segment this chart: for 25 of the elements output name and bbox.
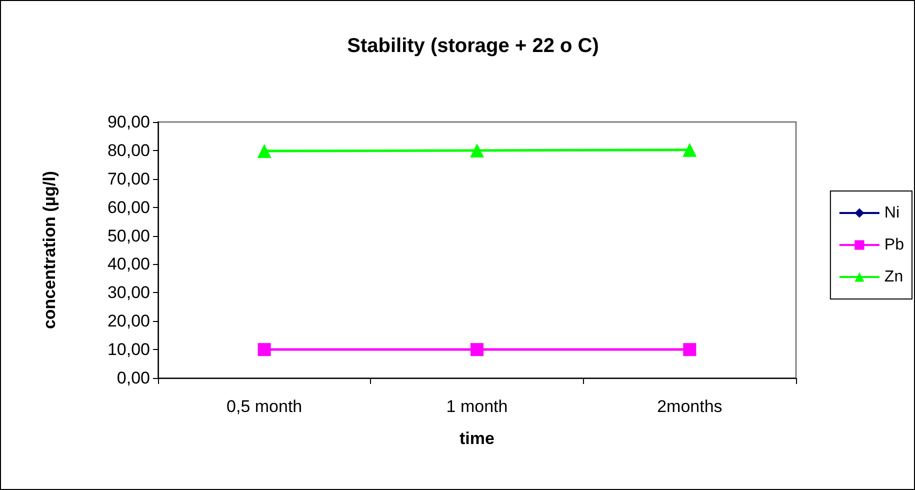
point: [682, 142, 697, 157]
point: [257, 144, 272, 158]
y-tick-label: 40,00: [107, 254, 150, 274]
point: [258, 343, 271, 356]
x-axis-title: time: [460, 429, 494, 448]
y-tick-label: 20,00: [107, 312, 150, 331]
legend-label: Ni: [884, 204, 900, 222]
y-axis-title: concentration (µg/l): [40, 170, 59, 330]
y-tick-label: 80,00: [107, 140, 150, 160]
y-tick-label: 70,00: [107, 169, 150, 188]
x-tick-label: 2months: [657, 397, 722, 416]
x-tick-label: 0,5 month: [226, 397, 302, 416]
point: [470, 143, 484, 158]
y-tick-label: 90,00: [107, 112, 150, 132]
y-tick-label: 30,00: [107, 283, 150, 302]
point: [683, 343, 696, 356]
y-tick-label: 50,00: [107, 226, 150, 246]
y-tick-label: 10,00: [107, 340, 150, 360]
legend-label: Pb: [884, 236, 904, 254]
chart-title: Stability (storage + 22 o C): [347, 35, 599, 57]
x-tick-label: 1 month: [446, 397, 508, 416]
point: [470, 343, 484, 356]
y-tick-label: 0,00: [116, 368, 150, 388]
legend-label: Zn: [884, 268, 904, 286]
y-tick-label: 60,00: [107, 198, 150, 217]
